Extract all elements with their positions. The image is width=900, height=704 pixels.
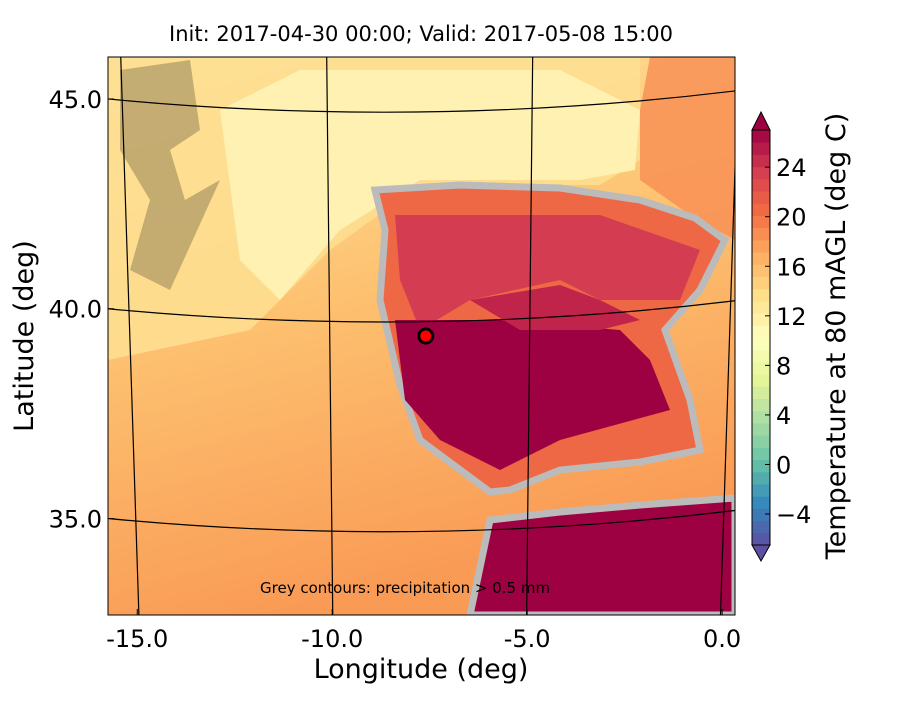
colorbar-band <box>752 191 770 204</box>
colorbar-band <box>752 154 770 168</box>
grid-line <box>108 300 735 323</box>
colorbar-tick-label: −4 <box>776 501 811 529</box>
chart-title: Init: 2017-04-30 00:00; Valid: 2017-05-0… <box>169 22 673 46</box>
colorbar-band <box>752 483 770 497</box>
y-tick-label: 45.0 <box>49 86 102 114</box>
y-tick-label: 40.0 <box>49 296 102 324</box>
colorbar-band <box>752 288 770 302</box>
colorbar-band <box>752 252 770 265</box>
colorbar-band <box>752 459 770 473</box>
x-axis-label: Longitude (deg) <box>314 654 529 685</box>
colorbar-band <box>752 447 770 461</box>
colorbar-band <box>752 130 770 143</box>
colorbar-band <box>752 398 770 412</box>
colorbar-band <box>752 435 770 448</box>
colorbar-band <box>752 215 770 229</box>
colorbar-band <box>752 239 770 253</box>
grid-line <box>108 509 735 533</box>
colorbar-band <box>752 374 770 387</box>
colorbar-band <box>752 386 770 400</box>
grid-line <box>719 150 735 615</box>
colorbar-band <box>752 264 770 277</box>
colorbar-band <box>752 349 770 363</box>
colorbar-band <box>752 532 770 546</box>
colorbar-band <box>752 508 770 522</box>
grid-line <box>120 57 140 615</box>
location-marker <box>417 327 435 345</box>
colorbar-band <box>752 422 770 436</box>
colorbar-tick-label: 16 <box>776 253 807 281</box>
colorbar-extend-top <box>751 110 771 131</box>
colorbar-band <box>752 325 770 338</box>
x-tick-label: 0.0 <box>703 625 741 653</box>
x-tick-label: -5.0 <box>504 625 551 653</box>
graticule <box>108 57 735 615</box>
colorbar-band <box>752 227 770 241</box>
colorbar-band <box>752 203 770 216</box>
colorbar-extend-bottom <box>751 544 771 563</box>
colorbar-tick-label: 12 <box>776 303 807 331</box>
colorbar-tick-label: 4 <box>776 402 791 430</box>
annotation: Grey contours: precipitation > 0.5 mm <box>260 579 550 597</box>
colorbar-tick-label: 0 <box>776 451 791 479</box>
x-tick-label: -10.0 <box>301 625 363 653</box>
colorbar-tick-label: 8 <box>776 352 791 380</box>
y-axis-label: Latitude (deg) <box>9 240 40 432</box>
colorbar-tick-label: 24 <box>776 154 807 182</box>
colorbar-band <box>752 313 770 326</box>
grid-line <box>526 57 534 615</box>
plot-frame <box>107 56 736 616</box>
colorbar-band <box>752 361 770 375</box>
colorbar-band <box>752 178 770 192</box>
colorbar-band <box>752 410 770 424</box>
colorbar-band <box>752 496 770 509</box>
colorbar-band <box>752 520 770 534</box>
colorbar-band <box>752 337 770 351</box>
colorbar-band <box>752 166 770 180</box>
x-tick-label: -15.0 <box>106 625 168 653</box>
colorbar-band <box>752 276 770 290</box>
colorbar-frame <box>751 129 771 546</box>
colorbar-band <box>752 142 770 155</box>
colorbar-tick-label: 20 <box>776 204 807 232</box>
colorbar-band <box>752 300 770 314</box>
grid-line <box>326 57 334 615</box>
grid-line <box>108 90 735 113</box>
colorbar-band <box>752 471 770 485</box>
colorbar-label: Temperature at 80 mAGL (deg C) <box>821 113 852 561</box>
y-tick-label: 35.0 <box>49 506 102 534</box>
